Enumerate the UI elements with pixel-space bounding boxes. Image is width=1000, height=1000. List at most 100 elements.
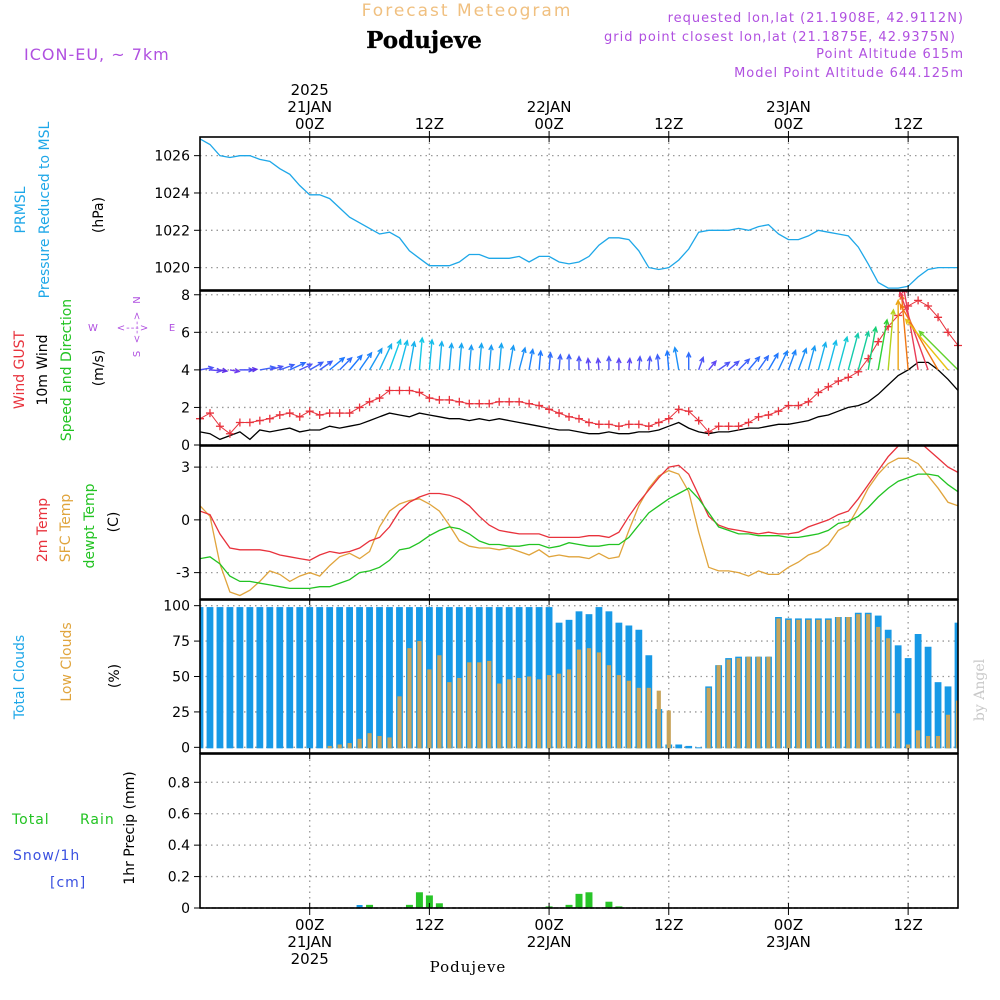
wind-direction-arrow <box>887 308 896 370</box>
low-cloud-bar <box>537 679 542 749</box>
wind-direction-arrow <box>418 336 425 370</box>
info-line-2: grid point closest lon,lat (21.1875E, 42… <box>604 30 956 45</box>
top-time-label: 00Z <box>534 115 563 133</box>
pressure-label-2: Pressure Reduced to MSL <box>37 121 53 298</box>
low-cloud-bar <box>716 665 721 749</box>
low-cloud-bar <box>556 673 562 749</box>
gust-marker <box>335 409 344 418</box>
sfc-temp-line <box>200 457 958 597</box>
total-clouds-label: Total Clouds <box>12 635 28 720</box>
gust-marker <box>844 373 853 382</box>
gust-marker <box>445 395 454 404</box>
low-cloud-bar <box>916 730 921 749</box>
y-tick-label: 1022 <box>154 223 190 239</box>
wind-direction-arrow <box>777 349 788 371</box>
supertitle: Forecast Meteogram <box>362 1 573 21</box>
y-tick-label: 0 <box>181 901 190 917</box>
top-time-label: 21JAN <box>287 98 332 116</box>
y-tick-label: 100 <box>163 599 190 615</box>
wind-direction-arrow <box>438 340 445 370</box>
location-title: Podujeve <box>366 27 482 54</box>
footer-location: Podujeve <box>430 958 507 976</box>
total-cloud-bar <box>306 607 314 749</box>
gust-marker <box>425 394 434 403</box>
gust-marker <box>604 420 613 429</box>
wind-direction-arrow <box>738 358 751 371</box>
total-cloud-bar <box>924 646 932 749</box>
low-cloud-bar <box>656 690 661 749</box>
low-cloud-bar <box>906 744 911 749</box>
gust-marker <box>495 397 504 406</box>
snow-unit-label: [cm] <box>50 875 86 891</box>
bottom-time-label: 2025 <box>291 950 329 968</box>
gust-marker <box>684 407 693 416</box>
low-cloud-bar <box>925 736 931 749</box>
gust-marker <box>674 405 683 414</box>
wind-direction-arrow <box>349 354 363 371</box>
rain-bar <box>366 904 374 908</box>
temp-panel-labels: 2m Temp SFC Temp dewpt Temp (C) <box>35 483 122 568</box>
y-tick-label: 0.6 <box>168 807 190 823</box>
low-cloud-bar <box>517 677 522 749</box>
top-time-label: 00Z <box>774 115 803 133</box>
total-cloud-bar <box>256 607 264 749</box>
low-cloud-bar <box>586 648 592 749</box>
total-cloud-bar <box>695 747 703 749</box>
low-cloud-bar <box>806 619 811 749</box>
gust-marker <box>505 397 514 406</box>
wind-panel-labels: Wind GUST 10m Wind Speed and Direction (… <box>12 296 175 441</box>
low-clouds-label: Low Clouds <box>59 622 75 701</box>
wind-direction-arrow <box>209 367 223 374</box>
pressure-panel-labels: PRMSL Pressure Reduced to MSL (hPa) <box>13 121 107 298</box>
gust-marker <box>315 410 324 419</box>
low-cloud-bar <box>826 619 831 749</box>
wind-direction-arrow <box>557 353 563 370</box>
gust-marker <box>614 422 623 431</box>
low-cloud-bar <box>945 714 951 749</box>
info-line-4: Model Point Altitude 644.125m <box>734 66 964 81</box>
low-cloud-bar <box>377 736 382 749</box>
wind-direction-arrow <box>655 353 661 370</box>
low-cloud-bar <box>736 658 741 749</box>
total-cloud-bar <box>904 658 912 749</box>
bottom-time-label: 00Z <box>774 916 803 934</box>
gust-marker <box>744 418 753 427</box>
grid-layer <box>200 137 958 909</box>
wind-direction-arrow <box>898 291 929 371</box>
gust-marker <box>814 388 823 397</box>
wind-direction-arrow <box>528 347 535 370</box>
gust-marker <box>205 409 214 418</box>
gust-marker <box>784 401 793 410</box>
gust-marker <box>515 397 524 406</box>
gust-marker <box>395 386 404 395</box>
wind-direction-arrow <box>698 356 705 371</box>
low-cloud-bar <box>497 683 502 749</box>
gust-marker <box>295 412 304 421</box>
wind-direction-arrow <box>636 355 643 370</box>
snow-trace-marker <box>356 905 363 908</box>
top-time-label: 12Z <box>415 115 444 133</box>
wind-direction-arrow <box>847 332 860 371</box>
bottom-time-label: 00Z <box>534 916 563 934</box>
total-cloud-bar <box>386 607 393 749</box>
wind-direction-arrow <box>319 360 334 371</box>
gust-marker <box>714 422 723 431</box>
wind-direction-arrow <box>606 355 612 370</box>
wind-unit: (m/s) <box>91 350 107 387</box>
low-cloud-bar <box>357 738 362 749</box>
gust-marker <box>914 296 923 305</box>
total-cloud-bar <box>346 607 353 749</box>
compass-e: E <box>169 323 175 334</box>
gust-marker <box>405 386 414 395</box>
low-cloud-bar <box>935 736 941 749</box>
sfc-label: SFC Temp <box>58 494 74 563</box>
wind-direction-arrow <box>827 339 838 371</box>
y-tick-label: 25 <box>172 705 190 721</box>
y-tick-label: 3 <box>181 460 190 476</box>
gust-marker <box>704 427 713 436</box>
total-cloud-bar <box>366 607 373 749</box>
wind-direction-arrow <box>219 367 229 374</box>
wind-direction-arrow <box>757 354 770 371</box>
low-cloud-bar <box>616 675 621 749</box>
